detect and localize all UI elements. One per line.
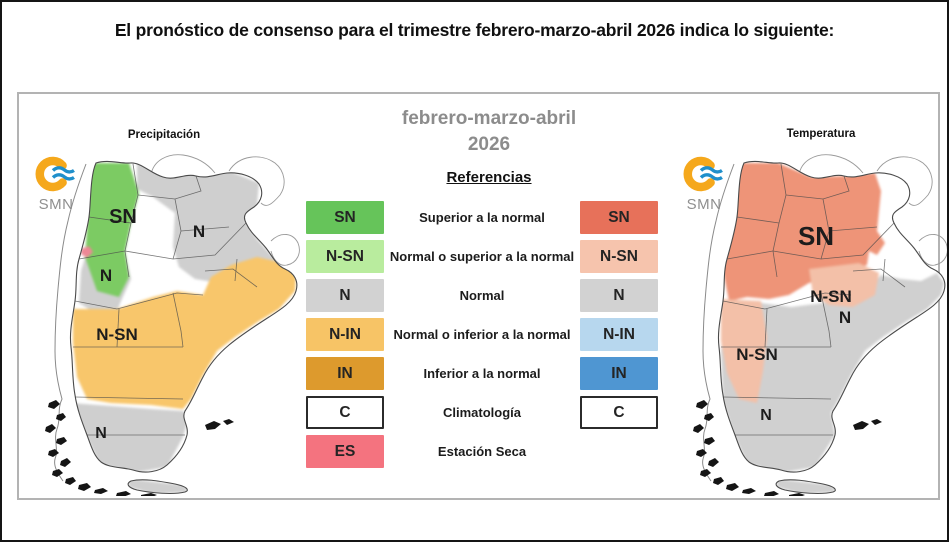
legend-row-in: IN Inferior a la normal IN (306, 357, 658, 390)
legend-row-c: C Climatología C (306, 396, 658, 429)
temp-swatch-n-in: N-IN (580, 318, 658, 351)
province-borders (721, 163, 906, 436)
legend-row-es: ES Estación Seca (306, 435, 658, 468)
legend-description: Normal o inferior a la normal (393, 327, 571, 342)
province-borders (73, 163, 258, 436)
precip-label-sn: SN (109, 206, 137, 228)
logo-ring-icon (35, 156, 67, 192)
malvinas-islands (853, 419, 882, 430)
smn-logo-text: SMN (38, 196, 74, 213)
precip-label-n-northeast: N (193, 222, 205, 241)
temp-label-n-east: N (839, 308, 851, 327)
references-legend: SN Superior a la normal SN N-SN Normal o… (306, 201, 658, 474)
region-nsn-west (721, 299, 767, 403)
chile-coastline (702, 163, 735, 482)
temp-swatch-n-sn: N-SN (580, 240, 658, 273)
legend-row-n-sn: N-SN Normal o superior a la normal N-SN (306, 240, 658, 273)
temperature-map-title: Temperatura (786, 128, 856, 140)
temp-label-n-sn-west: N-SN (736, 345, 778, 364)
legend-row-sn: SN Superior a la normal SN (306, 201, 658, 234)
smn-logo-text: SMN (686, 196, 722, 213)
precip-swatch-n: N (306, 279, 384, 312)
legend-description: Climatología (442, 405, 521, 420)
legend-description: Normal o superior a la normal (389, 249, 575, 264)
precipitation-map: SN N N N-SN N (45, 154, 300, 496)
temp-category-fills (721, 163, 944, 494)
smn-logo-icon (683, 156, 723, 192)
region-n-south (71, 403, 189, 494)
smn-logo-left: SMN (29, 156, 85, 214)
logo-wave-icon (699, 166, 723, 174)
temp-swatch-sn: SN (580, 201, 658, 234)
precip-swatch-n-in: N-IN (306, 318, 384, 351)
legend-description: Normal (459, 288, 505, 303)
temp-label-n-south: N (760, 407, 772, 424)
temp-label-n-sn-east: N-SN (810, 287, 852, 306)
argentina-outline (69, 160, 298, 495)
temperature-map: SN N-SN N N-SN N (693, 154, 947, 496)
precip-swatch-n-sn: N-SN (306, 240, 384, 273)
argentina-outline (717, 160, 946, 495)
legend-row-n: N Normal N (306, 279, 658, 312)
fjords-and-islands (693, 400, 882, 496)
logo-wave-icon (51, 173, 75, 181)
legend-row-n-in: N-IN Normal o inferior a la normal N-IN (306, 318, 658, 351)
precip-swatch-sn: SN (306, 201, 384, 234)
precip-category-fills (71, 163, 296, 494)
references-title: Referencias (446, 169, 532, 186)
precip-swatch-in: IN (306, 357, 384, 390)
precip-label-n-sn: N-SN (96, 325, 138, 344)
chile-coastline (54, 163, 87, 482)
neighbour-borders (798, 154, 947, 266)
precip-label-n-west: N (100, 266, 112, 285)
logo-wave-icon (699, 173, 723, 181)
period-line1: febrero-marzo-abril (401, 108, 577, 129)
temp-swatch-placeholder (580, 435, 658, 468)
precip-swatch-es: ES (306, 435, 384, 468)
temp-swatch-c: C (580, 396, 658, 429)
temp-swatch-n: N (580, 279, 658, 312)
period-line2: 2026 (467, 133, 511, 155)
fjords-and-islands (45, 400, 234, 496)
legend-description: Inferior a la normal (423, 366, 541, 381)
malvinas-islands (205, 419, 234, 430)
temp-label-sn: SN (798, 221, 834, 251)
precip-swatch-c: C (306, 396, 384, 429)
smn-logo-icon (35, 156, 75, 192)
precip-label-n-south: N (95, 425, 107, 442)
temp-swatch-in: IN (580, 357, 658, 390)
neighbour-borders (150, 154, 300, 266)
logo-wave-icon (51, 166, 75, 174)
forecast-panel: febrero-marzo-abril 2026 Precipitación T… (17, 92, 947, 500)
logo-ring-icon (683, 156, 715, 192)
period-header: febrero-marzo-abril 2026 (359, 106, 619, 157)
region-sn-northwest (85, 163, 139, 297)
legend-description: Superior a la normal (419, 210, 545, 225)
page-title: El pronóstico de consenso para el trimes… (114, 20, 835, 40)
precipitation-map-title: Precipitación (127, 129, 201, 141)
region-nin-central (73, 257, 296, 409)
region-n-northeast (137, 163, 285, 289)
region-nsn-east (809, 263, 879, 307)
legend-description: Estación Seca (437, 444, 527, 459)
region-es-dot (81, 246, 93, 258)
smn-logo-right: SMN (677, 156, 733, 214)
region-n-south (721, 273, 944, 494)
